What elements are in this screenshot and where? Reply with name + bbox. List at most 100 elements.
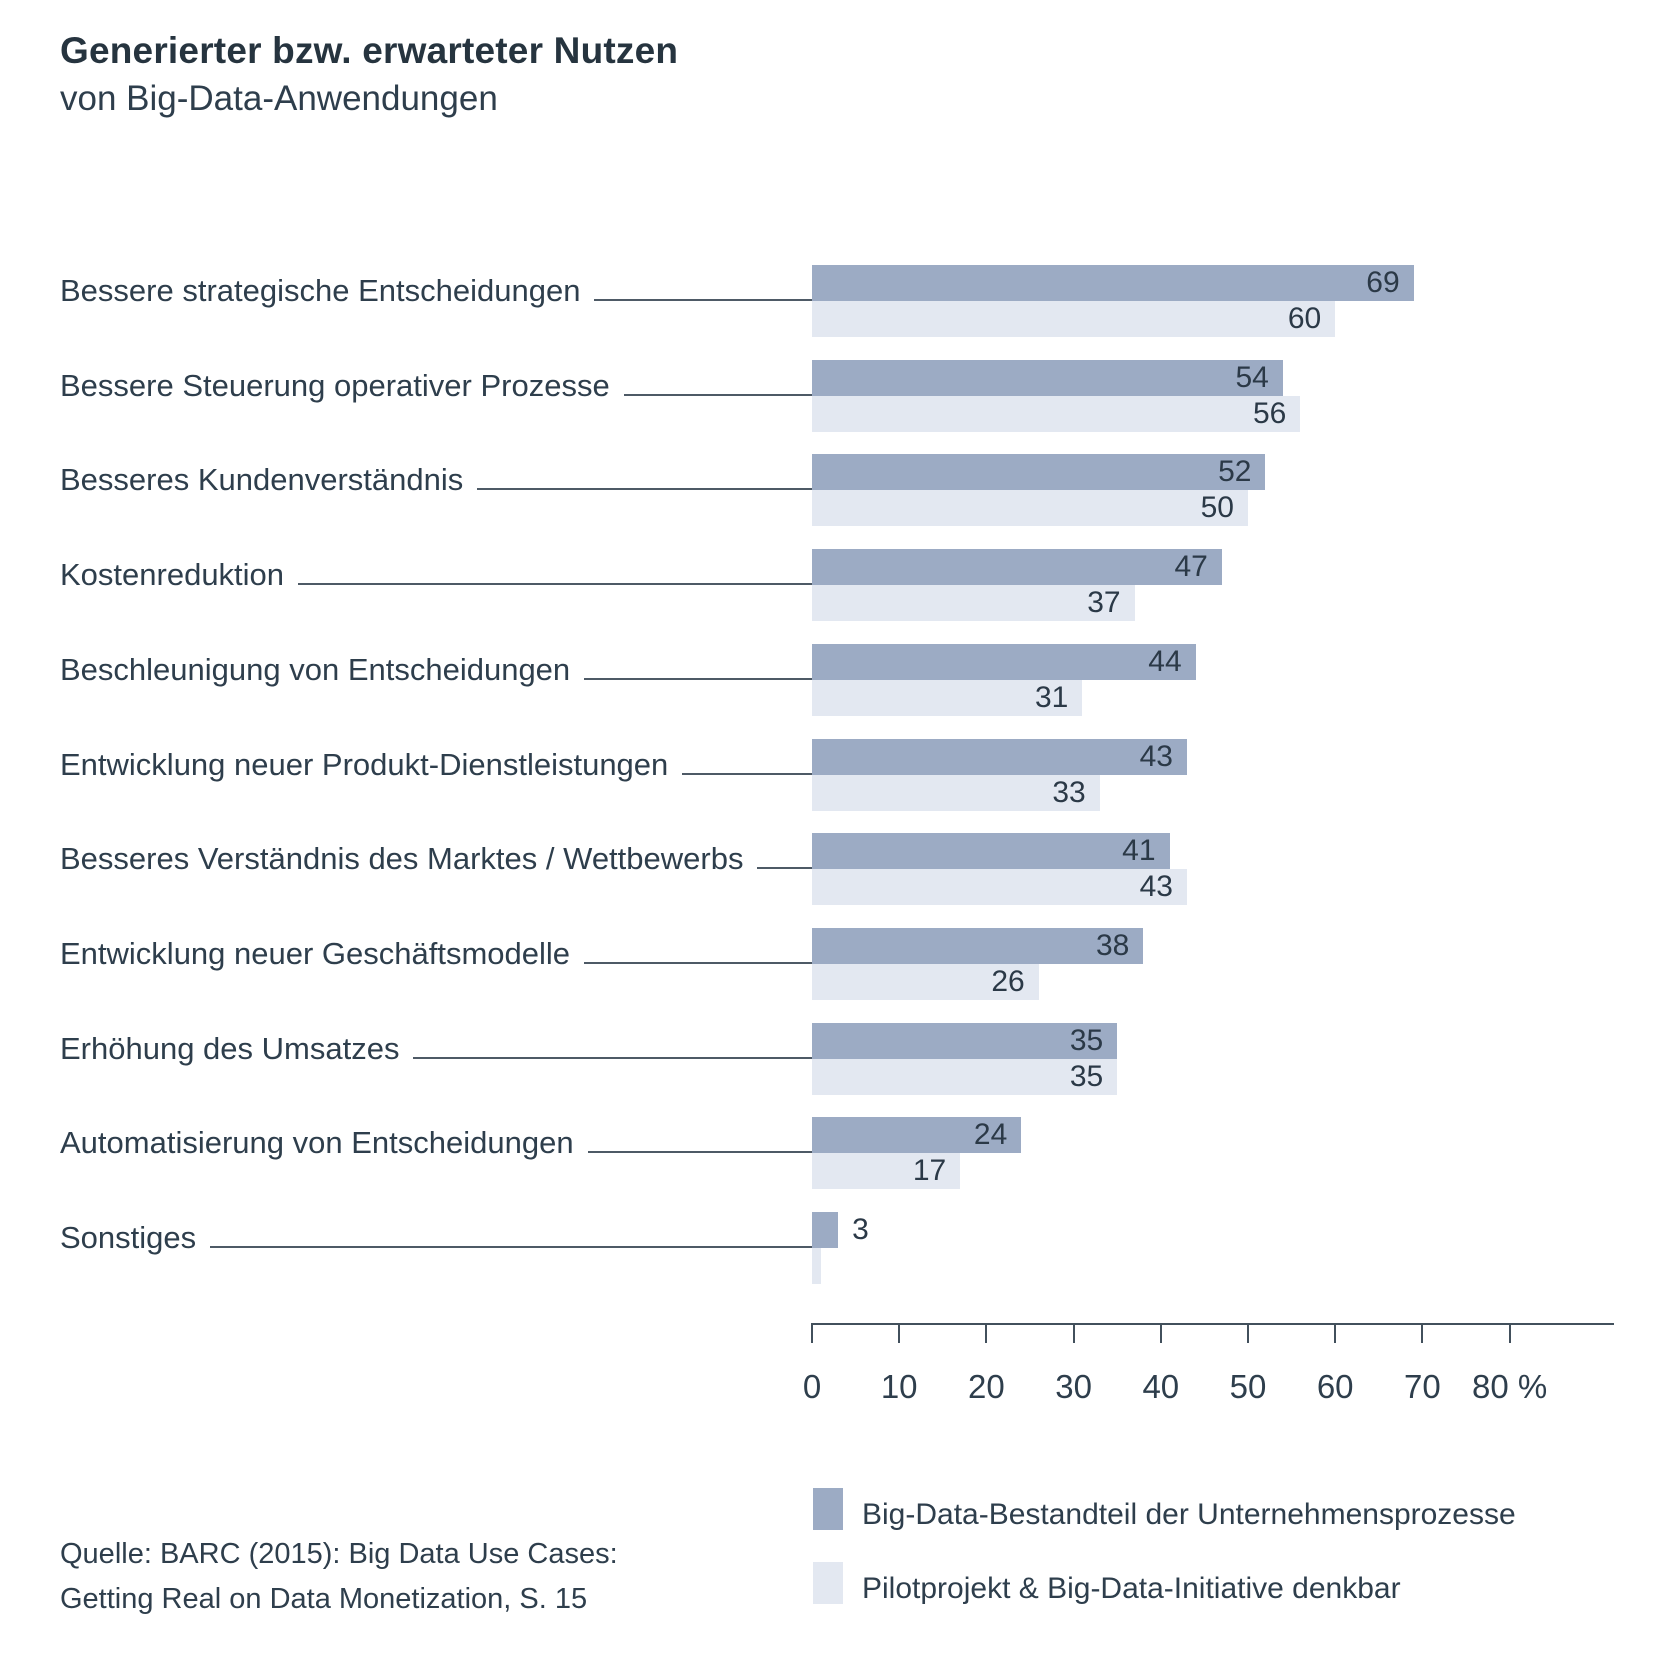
axis-tick <box>985 1323 988 1343</box>
category-label: Beschleunigung von Entscheidungen <box>60 651 571 687</box>
axis-tick-label: 0 <box>802 1368 822 1405</box>
leader-line <box>584 677 812 680</box>
bar-light: 37 <box>812 585 1135 622</box>
category-label: Automatisierung von Entscheidungen <box>60 1125 574 1161</box>
bar-dark: 44 <box>812 643 1196 680</box>
bar-dark: 41 <box>812 833 1170 870</box>
bar-light: 17 <box>812 1153 961 1190</box>
axis-tick-label: 30 <box>1055 1368 1092 1405</box>
value-label: 38 <box>1095 928 1130 962</box>
value-label: 43 <box>1139 739 1173 773</box>
bar-dark: 52 <box>812 454 1266 491</box>
leader-line <box>587 1151 812 1154</box>
bar-dark: 47 <box>812 549 1222 586</box>
leader-line <box>210 1246 812 1248</box>
bar-light: 50 <box>812 490 1248 527</box>
value-label: 52 <box>1218 455 1252 489</box>
bar-light: 43 <box>812 869 1187 906</box>
category-label: Besseres Kundenverständnis <box>60 462 464 498</box>
leader-line <box>298 583 812 586</box>
bar-dark: 35 <box>812 1022 1118 1059</box>
axis-tick <box>1159 1323 1162 1343</box>
legend-label-dark: Big-Data-Bestandteil der Unternehmenspro… <box>862 1498 1516 1531</box>
leader-line <box>594 299 812 301</box>
axis-tick-label: 10 <box>880 1368 918 1405</box>
category-label: Besseres Verständnis des Marktes / Wettb… <box>60 841 744 877</box>
value-label: 69 <box>1366 266 1400 299</box>
value-label: 35 <box>1069 1023 1104 1057</box>
axis-line <box>812 1323 1615 1325</box>
chart-row: Sonstiges 3 <box>0 1212 1675 1284</box>
chart-subtitle: von Big-Data-Anwendungen <box>60 79 498 118</box>
chart-row: Bessere Steuerung operativer Prozesse 54 5… <box>0 359 1675 432</box>
value-label: 37 <box>1087 586 1121 620</box>
bar-light: 35 <box>812 1058 1118 1095</box>
value-label: 33 <box>1052 775 1086 809</box>
axis-tick <box>1247 1323 1249 1343</box>
category-label: Sonstiges <box>60 1220 197 1255</box>
category-label: Bessere Steuerung operativer Prozesse <box>60 367 610 403</box>
category-label: Bessere strategische Entscheidungen <box>60 273 581 308</box>
axis-tick <box>1508 1323 1511 1343</box>
bar-dark: 24 <box>812 1117 1022 1154</box>
value-label: 47 <box>1174 550 1208 584</box>
bar-dark: 43 <box>812 738 1187 775</box>
axis-tick-label: 20 <box>968 1368 1005 1405</box>
leader-line <box>584 961 812 964</box>
axis-tick <box>898 1323 901 1343</box>
value-label: 41 <box>1122 834 1156 868</box>
chart-row: Erhöhung des Umsatzes 35 35 <box>0 1022 1675 1095</box>
leader-line <box>757 867 812 870</box>
chart-row: Entwicklung neuer Produkt-Dienstleistung… <box>0 738 1675 811</box>
axis-tick-label: 50 <box>1229 1368 1267 1405</box>
bar-light: 31 <box>812 679 1083 716</box>
leader-line <box>682 772 812 775</box>
axis-tick <box>811 1323 813 1343</box>
bar-dark: 69 <box>812 265 1414 301</box>
chart-row: Besseres Verständnis des Marktes / Wettb… <box>0 833 1675 906</box>
bar-light: 33 <box>812 774 1100 811</box>
leader-line <box>477 488 812 491</box>
axis-tick-label: 60 <box>1316 1368 1354 1405</box>
value-label: 17 <box>912 1154 947 1188</box>
value-label: 60 <box>1287 302 1322 335</box>
bar-light: 56 <box>812 395 1301 432</box>
category-label: Kostenreduktion <box>60 557 285 593</box>
chart-row: Kostenreduktion 47 37 <box>0 549 1675 622</box>
chart-row: Besseres Kundenverständnis 52 50 <box>0 454 1675 527</box>
bar-light: 60 <box>812 301 1336 337</box>
source-line-1: Quelle: BARC (2015): Big Data Use Cases: <box>60 1538 618 1570</box>
axis-tick <box>1334 1323 1337 1343</box>
source-line-2: Getting Real on Data Monetization, S. 15 <box>60 1583 588 1615</box>
value-label: 50 <box>1200 491 1234 525</box>
value-label: 54 <box>1235 360 1269 394</box>
bar-dark: 54 <box>812 359 1283 396</box>
chart-row: Bessere strategische Entscheidungen 69 60 <box>0 265 1675 337</box>
leader-line <box>623 393 812 396</box>
value-label: 43 <box>1139 870 1173 904</box>
chart-title: Generierter bzw. erwarteter Nutzen <box>60 30 679 71</box>
bar-dark: 3 <box>812 1212 869 1248</box>
legend-label-light: Pilotprojekt & Big-Data-Initiative denkb… <box>862 1572 1401 1605</box>
category-label: Entwicklung neuer Geschäftsmodelle <box>60 935 571 971</box>
value-label: 26 <box>991 964 1025 998</box>
leader-line <box>413 1056 812 1059</box>
value-label: 56 <box>1252 396 1287 430</box>
chart-row: Entwicklung neuer Geschäftsmodelle 38 26 <box>0 927 1675 1000</box>
axis-tick-label: 70 <box>1404 1368 1441 1405</box>
chart-row: Beschleunigung von Entscheidungen 44 31 <box>0 643 1675 716</box>
value-label: 3 <box>852 1213 869 1246</box>
bar-light <box>812 1248 821 1284</box>
value-label: 44 <box>1148 644 1182 678</box>
value-label: 31 <box>1034 680 1069 714</box>
axis-tick-label: 40 <box>1142 1368 1180 1405</box>
category-label: Erhöhung des Umsatzes <box>60 1030 400 1066</box>
legend-swatch-light <box>813 1562 843 1604</box>
bar-light: 26 <box>812 963 1039 1000</box>
value-label: 35 <box>1069 1059 1104 1093</box>
axis-tick-label: 80 % <box>1471 1368 1548 1405</box>
legend-swatch-dark <box>813 1488 843 1530</box>
category-label: Entwicklung neuer Produkt-Dienstleistung… <box>60 746 669 782</box>
axis-tick <box>1072 1323 1075 1343</box>
